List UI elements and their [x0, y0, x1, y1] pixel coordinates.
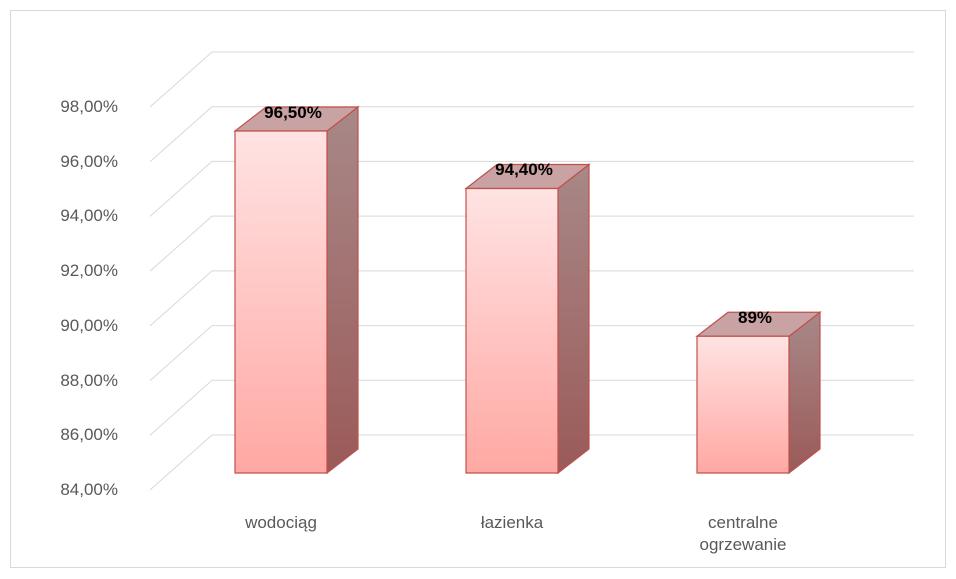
y-tick-label: 86,00% — [60, 425, 118, 445]
grid-line — [149, 379, 914, 436]
bar — [464, 163, 591, 475]
bar-side — [788, 310, 821, 475]
x-tick-label: centralne ogrzewanie — [699, 513, 787, 554]
grid-line — [149, 325, 914, 381]
y-tick-label: 88,00% — [60, 370, 118, 390]
grid-line — [149, 270, 914, 327]
grid-line — [149, 51, 914, 108]
bar — [233, 105, 360, 475]
x-tick-label: wodociąg — [245, 513, 317, 532]
bar-front — [234, 130, 328, 474]
grid-line — [149, 160, 914, 217]
grid-line — [149, 215, 914, 272]
y-tick-label: 94,00% — [60, 206, 118, 226]
value-label: 94,40% — [495, 160, 553, 180]
grid-line — [149, 106, 914, 163]
value-label: 89% — [737, 308, 773, 328]
x-tick-label: łazienka — [480, 513, 544, 532]
bar-side — [326, 105, 359, 475]
y-tick-label: 98,00% — [60, 97, 118, 116]
y-tick-label: 90,00% — [60, 315, 118, 335]
bar — [695, 310, 822, 475]
y-tick-label: 92,00% — [60, 261, 118, 281]
bar-side — [557, 163, 590, 475]
y-tick-label: 96,00% — [60, 151, 118, 171]
bar-front — [696, 335, 790, 474]
value-label: 96,50% — [264, 103, 322, 123]
grid-line — [149, 434, 914, 491]
bar-front — [465, 187, 559, 474]
y-tick-label: 84,00% — [60, 480, 118, 499]
chart-border — [10, 10, 946, 568]
